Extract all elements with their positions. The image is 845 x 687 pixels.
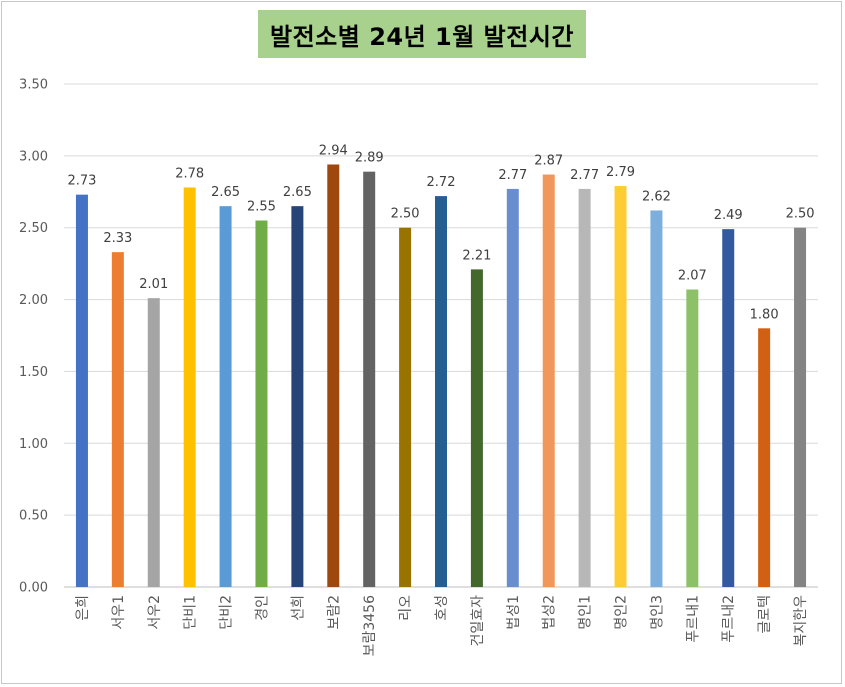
y-tick-label: 2.00 xyxy=(19,293,48,308)
bar xyxy=(111,252,124,587)
data-label: 2.49 xyxy=(714,208,743,223)
chart-title: 발전소별 24년 1월 발전시간 xyxy=(270,22,574,51)
x-axis: 은희 서우1 서우2 단비1 단비2 경인 선희 보람2 보람3456 리오 호성 건일효자 법성1 법성… xyxy=(75,595,809,657)
category-label: 복지한우 xyxy=(793,595,809,647)
data-label: 2.01 xyxy=(139,277,168,292)
data-label: 2.72 xyxy=(427,175,456,190)
data-label: 2.50 xyxy=(391,207,420,222)
bar xyxy=(75,194,88,587)
bar xyxy=(758,328,771,587)
bars xyxy=(75,164,807,588)
category-label: 푸르내2 xyxy=(721,595,737,643)
bar xyxy=(614,186,627,587)
category-label: 리오 xyxy=(398,595,414,621)
category-label: 명인1 xyxy=(578,595,594,630)
bar xyxy=(255,220,268,587)
bar xyxy=(291,206,304,587)
category-label: 보람3456 xyxy=(362,595,378,656)
category-label: 단비1 xyxy=(183,595,199,630)
category-label: 단비2 xyxy=(219,595,235,630)
data-label: 2.21 xyxy=(462,248,491,263)
category-label: 경인 xyxy=(254,595,270,621)
y-tick-label: 3.00 xyxy=(19,149,48,164)
category-label: 법성1 xyxy=(506,595,522,630)
y-tick-label: 1.50 xyxy=(19,365,48,380)
y-tick-label: 0.00 xyxy=(19,581,48,596)
category-label: 서우2 xyxy=(147,595,163,630)
data-label: 1.80 xyxy=(750,307,779,322)
data-label: 2.55 xyxy=(247,200,276,215)
data-label: 2.77 xyxy=(570,168,599,183)
category-label: 푸르내1 xyxy=(685,595,701,643)
category-label: 글로텍 xyxy=(757,595,773,634)
category-label: 보람2 xyxy=(326,595,342,630)
bar xyxy=(506,188,519,587)
y-axis: 0.00 0.50 1.00 1.50 2.00 2.50 3.00 3.50 xyxy=(19,78,48,596)
data-label: 2.65 xyxy=(283,185,312,200)
data-label: 2.87 xyxy=(534,154,563,169)
data-label: 2.77 xyxy=(498,168,527,183)
category-label: 선희 xyxy=(290,595,306,621)
data-label: 2.07 xyxy=(678,269,707,284)
bar xyxy=(578,188,591,587)
category-label: 법성2 xyxy=(542,595,558,630)
data-label: 2.73 xyxy=(67,174,96,189)
data-label: 2.50 xyxy=(786,207,815,222)
bar xyxy=(363,171,376,587)
bar xyxy=(542,174,555,588)
data-label: 2.62 xyxy=(642,189,671,204)
bar xyxy=(686,289,699,587)
data-label: 2.78 xyxy=(175,166,204,181)
bar xyxy=(650,210,663,587)
bar xyxy=(219,206,232,587)
chart-title-box: 발전소별 24년 1월 발전시간 xyxy=(258,10,586,58)
category-label: 건일효자 xyxy=(470,595,486,647)
data-label: 2.33 xyxy=(103,231,132,246)
data-labels: 2.73 2.33 2.01 2.78 2.65 2.55 2.65 2.94 2.89 2.50… xyxy=(67,143,814,322)
category-label: 명인3 xyxy=(649,595,665,630)
data-label: 2.89 xyxy=(355,151,384,166)
y-tick-label: 3.50 xyxy=(19,78,48,93)
bar xyxy=(147,298,160,587)
data-label: 2.65 xyxy=(211,185,240,200)
y-tick-label: 2.50 xyxy=(19,221,48,236)
category-label: 명인2 xyxy=(614,595,630,630)
y-tick-label: 0.50 xyxy=(19,509,48,524)
bar xyxy=(183,187,196,587)
bar xyxy=(327,164,340,588)
data-label: 2.94 xyxy=(319,143,348,158)
bar xyxy=(722,229,735,587)
bar xyxy=(435,196,447,587)
bar xyxy=(794,227,807,587)
category-label: 호성 xyxy=(434,595,450,621)
y-tick-label: 1.00 xyxy=(19,437,48,452)
bar xyxy=(470,269,483,587)
category-label: 서우1 xyxy=(111,595,127,630)
category-label: 은희 xyxy=(75,595,91,621)
bar xyxy=(399,227,412,587)
data-label: 2.79 xyxy=(606,165,635,180)
